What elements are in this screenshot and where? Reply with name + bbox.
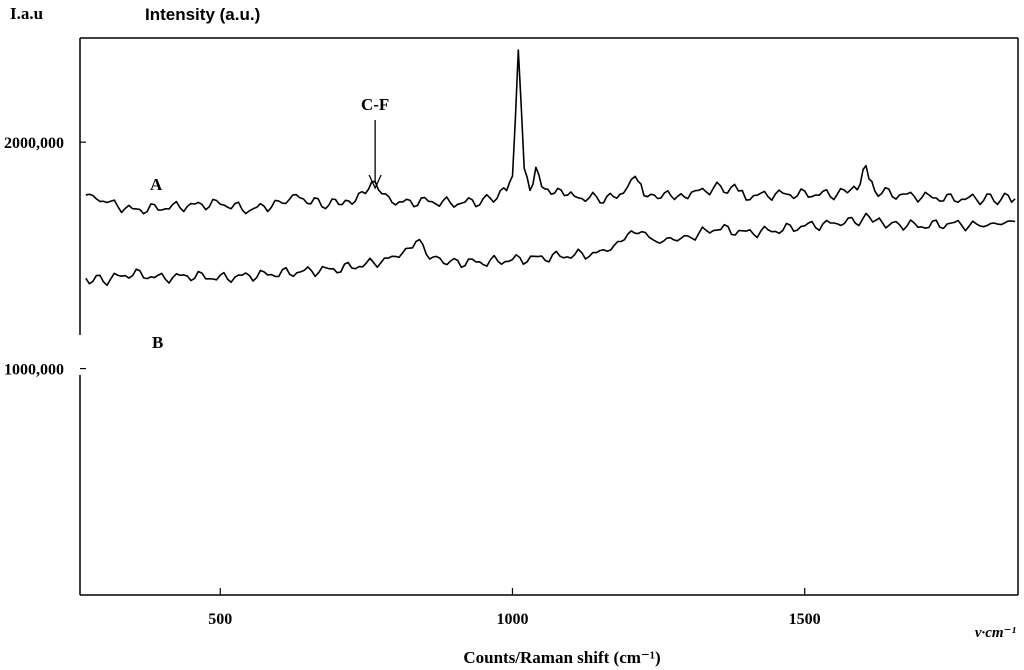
series-A-line bbox=[85, 49, 1016, 215]
x-tick-label: 500 bbox=[208, 611, 232, 628]
annotation-arrow-head bbox=[368, 174, 382, 190]
x-tick-label: 1500 bbox=[789, 611, 821, 628]
plot-frame bbox=[79, 37, 1019, 596]
series-B-label: B bbox=[152, 333, 163, 352]
y-tick-label: 1000,000 bbox=[4, 362, 64, 379]
y-tick-label: 2000,000 bbox=[4, 135, 64, 152]
annotation-cf-label: C-F bbox=[361, 95, 389, 114]
corner-label: I.a.u bbox=[10, 4, 43, 23]
annotation-layer: C-F bbox=[361, 95, 389, 190]
series-B-line bbox=[85, 212, 1016, 287]
series-layer: AB bbox=[85, 49, 1016, 352]
axis-ticks: 500 1000 1500 1000,000 2000,000 bbox=[4, 135, 821, 628]
y-axis-title: Intensity (a.u.) bbox=[145, 5, 260, 24]
x-unit-label: v·cm⁻¹ bbox=[975, 625, 1016, 641]
series-A-label: A bbox=[150, 175, 163, 194]
x-tick-label: 1000 bbox=[496, 611, 528, 628]
x-axis-title: Counts/Raman shift (cm⁻¹) bbox=[463, 648, 660, 667]
